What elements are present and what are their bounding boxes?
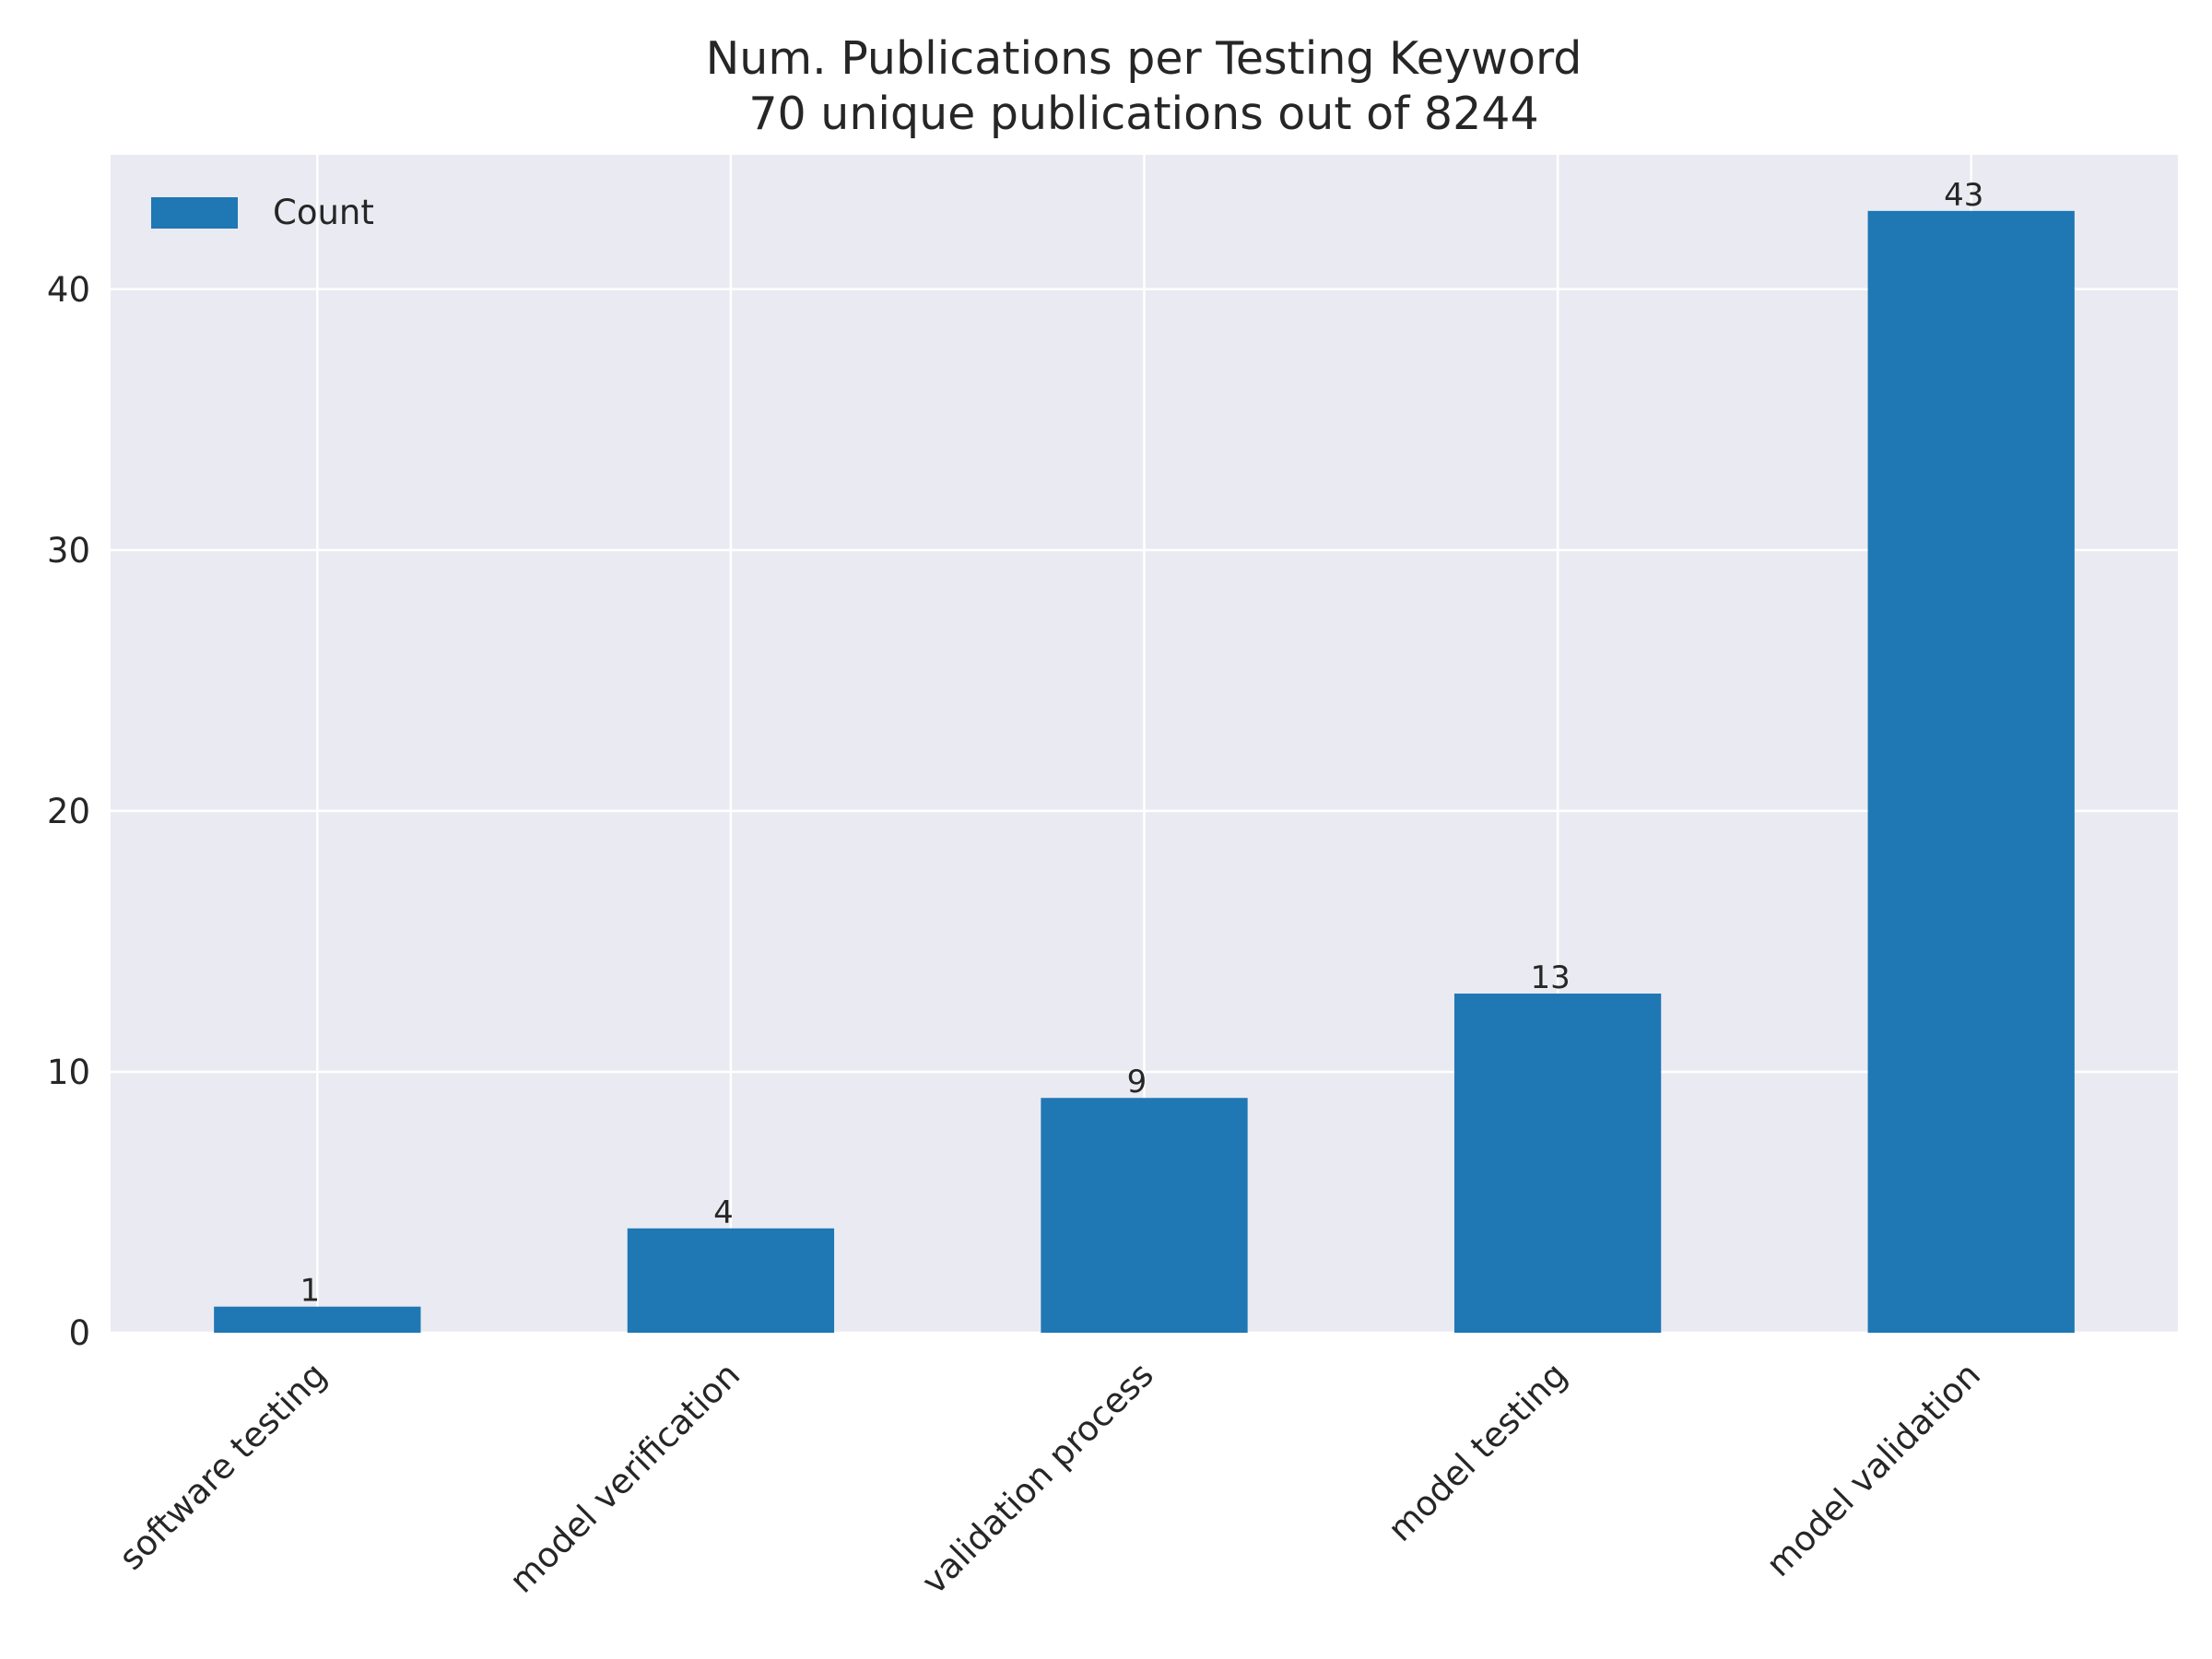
y-tick-label: 20 — [47, 792, 90, 831]
y-axis-ticks: 0 10 20 30 40 — [47, 270, 90, 1353]
legend: Count — [151, 193, 374, 232]
bar — [1867, 210, 2075, 1333]
x-tick-label: software testing — [112, 1355, 335, 1578]
data-label: 13 — [1530, 959, 1570, 996]
data-labels: 1 4 9 13 43 — [300, 177, 1983, 1310]
data-label: 43 — [1944, 177, 1983, 214]
chart-subtitle: 70 unique publications out of 8244 — [748, 88, 1538, 140]
legend-label: Count — [273, 193, 374, 232]
chart-title: Num. Publications per Testing Keyword — [706, 32, 1583, 85]
data-label: 4 — [713, 1194, 734, 1231]
x-tick-label: model verification — [501, 1355, 747, 1601]
y-tick-label: 30 — [47, 531, 90, 571]
x-tick-label: validation process — [914, 1355, 1161, 1602]
data-label: 1 — [300, 1273, 320, 1310]
legend-swatch — [151, 197, 238, 229]
x-tick-label: model testing — [1381, 1355, 1575, 1549]
y-tick-label: 40 — [47, 270, 90, 310]
bar — [1041, 1098, 1248, 1333]
bars — [214, 210, 2075, 1333]
x-tick-label: model validation — [1759, 1355, 1988, 1584]
bar — [214, 1306, 421, 1333]
bar — [627, 1228, 835, 1333]
y-tick-label: 0 — [68, 1313, 90, 1353]
bar — [1453, 994, 1662, 1333]
x-axis-ticks: software testing model verification valida… — [112, 1355, 1988, 1602]
data-label: 9 — [1127, 1064, 1147, 1100]
y-tick-label: 10 — [47, 1053, 90, 1092]
